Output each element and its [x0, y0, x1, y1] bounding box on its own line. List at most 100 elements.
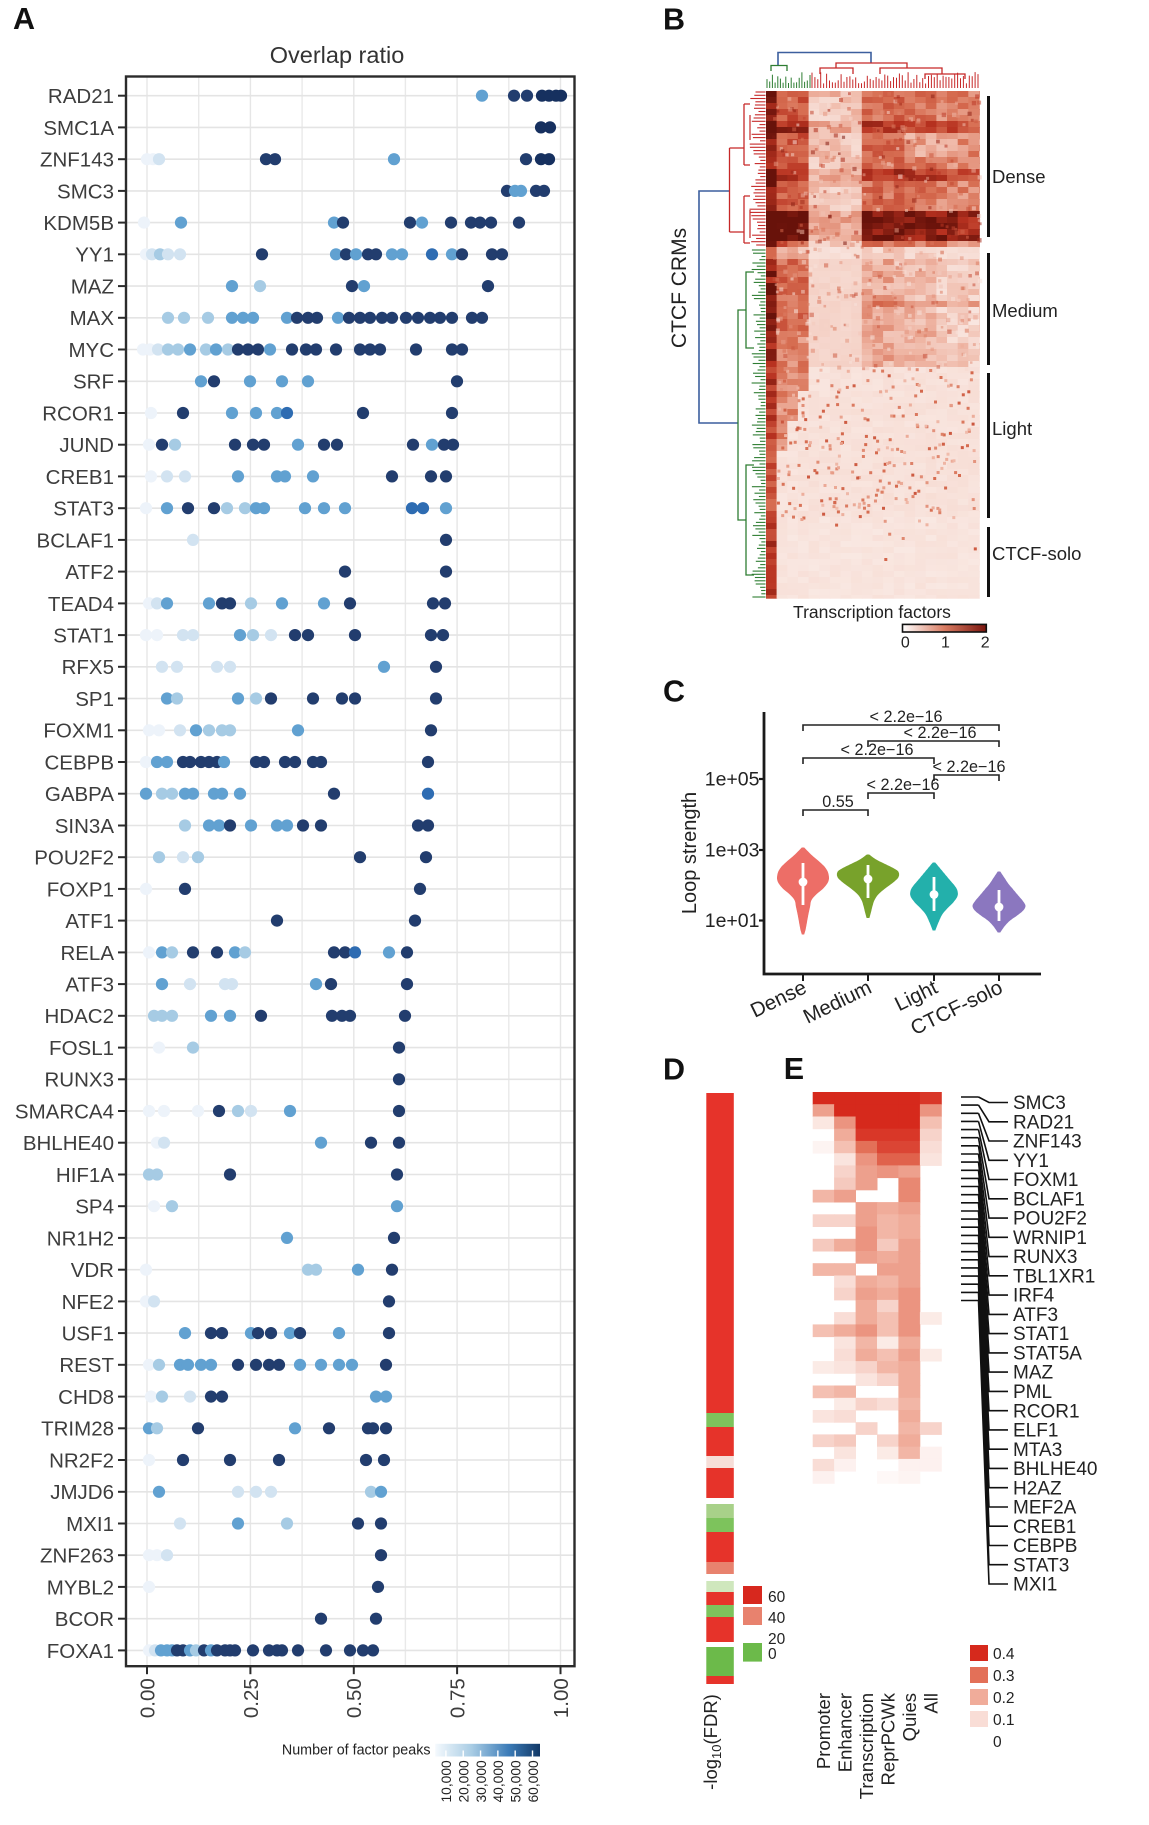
svg-text:STAT1: STAT1: [1013, 1324, 1069, 1345]
svg-text:< 2.2e−16: < 2.2e−16: [841, 741, 914, 759]
svg-text:0.00: 0.00: [137, 1678, 160, 1718]
svg-text:0.2: 0.2: [993, 1690, 1015, 1707]
svg-text:20: 20: [768, 1631, 786, 1648]
svg-text:Promoter: Promoter: [813, 1693, 834, 1769]
svg-text:MAX: MAX: [70, 307, 115, 330]
svg-text:0.4: 0.4: [993, 1646, 1015, 1663]
svg-text:TEAD4: TEAD4: [48, 593, 114, 616]
svg-text:< 2.2e−16: < 2.2e−16: [870, 708, 943, 726]
svg-text:Light: Light: [992, 418, 1032, 439]
svg-text:0.75: 0.75: [447, 1678, 470, 1718]
svg-text:YY1: YY1: [75, 244, 114, 267]
svg-text:BHLHE40: BHLHE40: [1013, 1459, 1098, 1480]
svg-text:CTCF-solo: CTCF-solo: [992, 543, 1081, 564]
svg-text:SIN3A: SIN3A: [55, 815, 115, 838]
svg-text:BCLAF1: BCLAF1: [37, 529, 114, 552]
svg-text:FOXP1: FOXP1: [47, 878, 114, 901]
svg-text:REST: REST: [59, 1354, 114, 1377]
svg-text:All: All: [920, 1693, 941, 1714]
svg-text:1e+03: 1e+03: [705, 840, 760, 862]
svg-text:D: D: [663, 1053, 685, 1087]
svg-text:SP4: SP4: [75, 1196, 114, 1219]
svg-text:Dense: Dense: [992, 166, 1045, 187]
svg-text:RUNX3: RUNX3: [1013, 1247, 1077, 1268]
svg-text:SMC1A: SMC1A: [43, 117, 114, 140]
svg-text:NFE2: NFE2: [62, 1291, 114, 1314]
svg-text:60: 60: [768, 1589, 786, 1606]
svg-text:WRNIP1: WRNIP1: [1013, 1228, 1087, 1249]
svg-text:0.55: 0.55: [822, 793, 854, 811]
svg-text:STAT1: STAT1: [53, 625, 114, 648]
svg-text:CREB1: CREB1: [1013, 1517, 1076, 1538]
svg-text:CEBPB: CEBPB: [45, 751, 115, 774]
svg-text:RELA: RELA: [60, 942, 114, 965]
svg-text:0: 0: [768, 1646, 777, 1663]
svg-text:MXI1: MXI1: [1013, 1575, 1057, 1596]
svg-text:10,000: 10,000: [439, 1760, 454, 1803]
svg-text:1: 1: [941, 634, 950, 651]
svg-text:VDR: VDR: [71, 1259, 114, 1282]
svg-text:Loop strength: Loop strength: [679, 792, 701, 914]
svg-text:BHLHE40: BHLHE40: [23, 1132, 114, 1155]
svg-text:A: A: [13, 2, 35, 36]
svg-text:Overlap ratio: Overlap ratio: [270, 42, 405, 68]
svg-text:RAD21: RAD21: [1013, 1112, 1074, 1133]
svg-text:ReprPCWk: ReprPCWk: [877, 1692, 898, 1785]
svg-text:50,000: 50,000: [509, 1760, 524, 1803]
svg-text:RAD21: RAD21: [48, 85, 114, 108]
svg-text:Medium: Medium: [992, 300, 1058, 321]
svg-text:C: C: [663, 675, 685, 709]
svg-text:< 2.2e−16: < 2.2e−16: [933, 758, 1006, 776]
svg-text:STAT3: STAT3: [1013, 1555, 1069, 1576]
svg-text:MAZ: MAZ: [1013, 1363, 1054, 1384]
svg-text:HDAC2: HDAC2: [45, 1005, 115, 1028]
svg-text:RCOR1: RCOR1: [42, 402, 114, 425]
svg-text:RUNX3: RUNX3: [45, 1069, 115, 1092]
svg-text:KDM5B: KDM5B: [43, 212, 114, 235]
svg-text:CTCF CRMs: CTCF CRMs: [668, 228, 691, 348]
svg-text:FOXM1: FOXM1: [1013, 1170, 1078, 1191]
svg-text:USF1: USF1: [62, 1323, 114, 1346]
svg-text:ATF1: ATF1: [65, 910, 114, 933]
svg-text:SP1: SP1: [75, 688, 114, 711]
svg-text:TRIM28: TRIM28: [41, 1418, 114, 1441]
svg-text:0: 0: [901, 634, 910, 651]
svg-text:STAT3: STAT3: [53, 498, 114, 521]
svg-text:RCOR1: RCOR1: [1013, 1401, 1080, 1422]
svg-text:40: 40: [768, 1610, 786, 1627]
svg-text:SMC3: SMC3: [1013, 1093, 1066, 1114]
svg-text:BCLAF1: BCLAF1: [1013, 1189, 1085, 1210]
svg-text:1e+01: 1e+01: [705, 910, 760, 932]
svg-text:ZNF263: ZNF263: [40, 1545, 114, 1568]
svg-text:POU2F2: POU2F2: [1013, 1209, 1087, 1230]
svg-text:CREB1: CREB1: [46, 466, 114, 489]
svg-text:RFX5: RFX5: [62, 656, 114, 679]
svg-text:GABPA: GABPA: [45, 783, 114, 806]
svg-text:1e+05: 1e+05: [705, 769, 760, 791]
svg-text:0.50: 0.50: [343, 1678, 366, 1718]
svg-text:ATF3: ATF3: [1013, 1305, 1058, 1326]
svg-text:IRF4: IRF4: [1013, 1286, 1055, 1307]
svg-text:Transcription factors: Transcription factors: [793, 602, 951, 622]
svg-text:-log10(FDR): -log10(FDR): [700, 1694, 724, 1790]
svg-text:YY1: YY1: [1013, 1151, 1049, 1172]
svg-text:JUND: JUND: [59, 434, 114, 457]
svg-text:BCOR: BCOR: [55, 1608, 114, 1631]
svg-text:0.1: 0.1: [993, 1712, 1015, 1729]
svg-text:ATF2: ATF2: [65, 561, 114, 584]
svg-text:MAZ: MAZ: [71, 276, 114, 299]
svg-text:MXI1: MXI1: [66, 1513, 114, 1536]
svg-text:H2AZ: H2AZ: [1013, 1478, 1062, 1499]
svg-text:MTA3: MTA3: [1013, 1440, 1062, 1461]
svg-text:Enhancer: Enhancer: [835, 1693, 856, 1772]
svg-text:2: 2: [981, 634, 990, 651]
svg-text:0.3: 0.3: [993, 1668, 1015, 1685]
svg-text:CEBPB: CEBPB: [1013, 1536, 1077, 1557]
svg-text:HIF1A: HIF1A: [56, 1164, 114, 1187]
svg-text:FOSL1: FOSL1: [49, 1037, 114, 1060]
svg-text:TBL1XR1: TBL1XR1: [1013, 1266, 1095, 1287]
svg-text:Quies: Quies: [899, 1693, 920, 1741]
svg-text:PML: PML: [1013, 1382, 1052, 1403]
svg-text:SRF: SRF: [73, 371, 114, 394]
svg-text:CHD8: CHD8: [58, 1386, 114, 1409]
